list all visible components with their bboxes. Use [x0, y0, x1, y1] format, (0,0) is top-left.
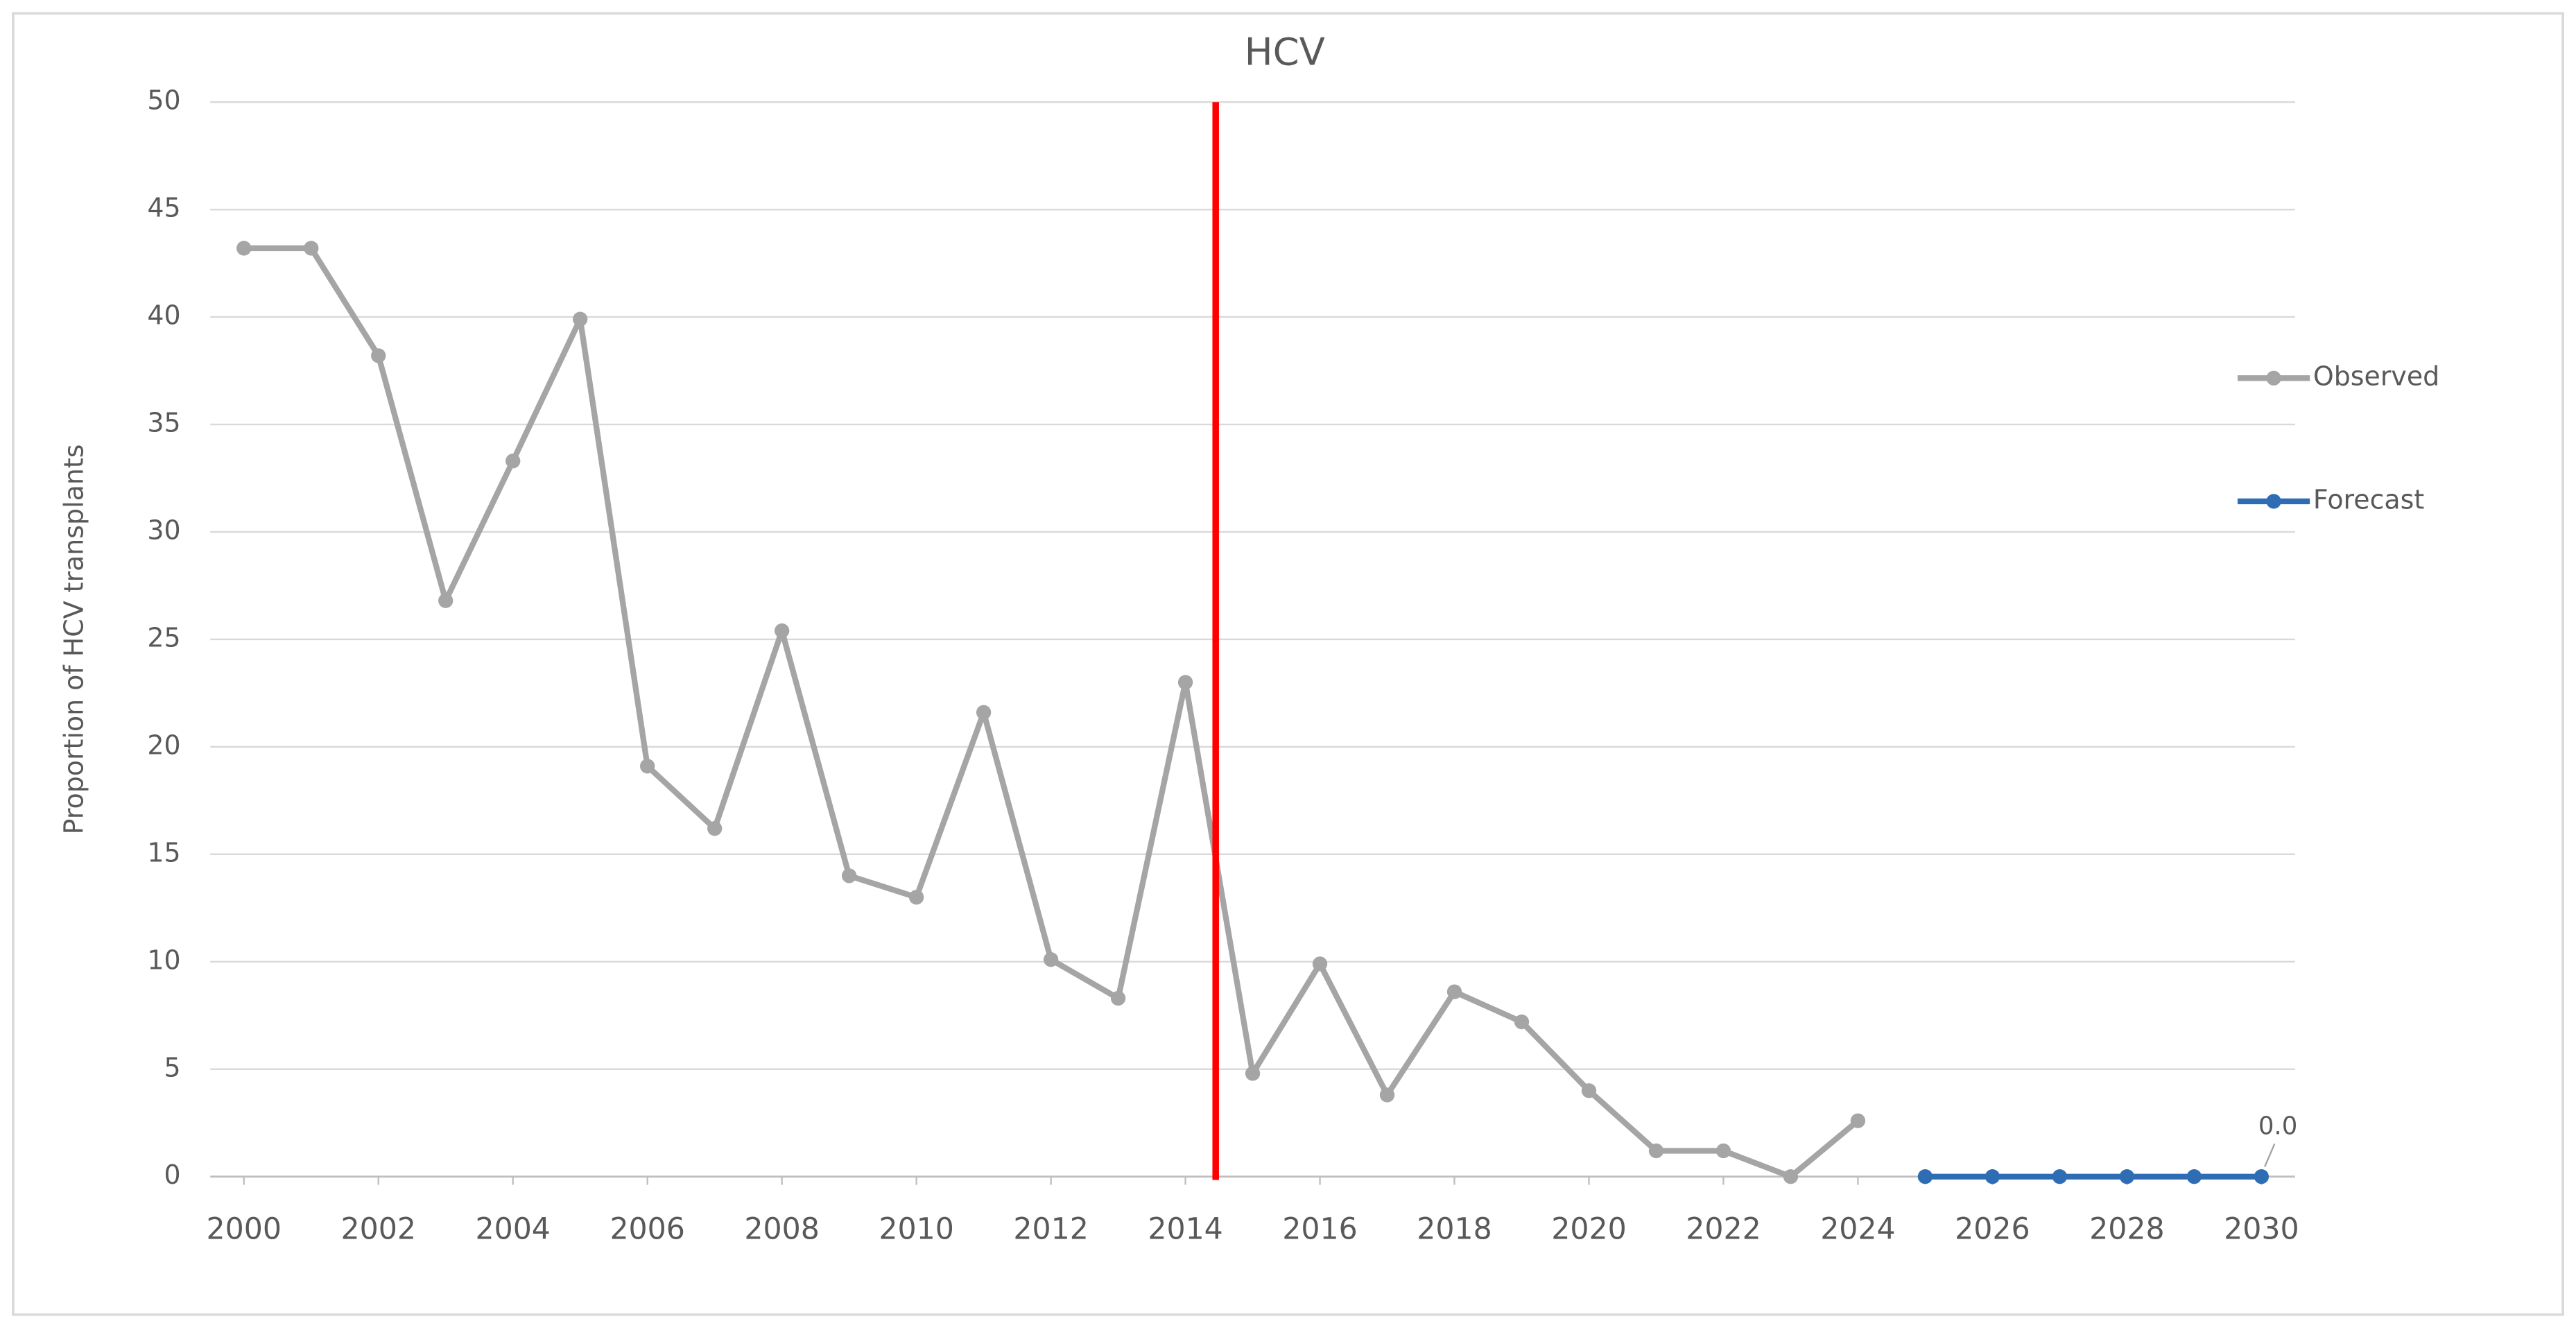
data-point — [1110, 990, 1126, 1006]
data-point — [1379, 1087, 1395, 1103]
data-point — [1581, 1083, 1597, 1098]
x-tick-label: 2006 — [610, 1211, 684, 1246]
data-point — [1917, 1169, 1933, 1184]
data-point — [908, 890, 924, 905]
x-tick-label: 2020 — [1551, 1211, 1626, 1246]
y-tick-label: 0 — [164, 1159, 181, 1190]
data-point — [505, 454, 521, 469]
x-tick-label: 2004 — [475, 1211, 550, 1246]
y-tick-label: 5 — [164, 1052, 181, 1083]
x-tick-label: 2022 — [1686, 1211, 1761, 1246]
data-point — [1245, 1066, 1261, 1081]
data-point — [2254, 1169, 2270, 1184]
data-point — [1043, 952, 1059, 967]
data-point — [2186, 1169, 2202, 1184]
data-point — [438, 593, 453, 608]
x-tick-label: 2008 — [744, 1211, 819, 1246]
x-tick-label: 2018 — [1417, 1211, 1492, 1246]
y-tick-label: 45 — [147, 193, 180, 223]
legend-marker — [2266, 494, 2281, 509]
y-tick-label: 25 — [147, 622, 180, 653]
data-point — [1850, 1113, 1866, 1128]
y-tick-label: 15 — [147, 837, 180, 868]
x-tick-label: 2010 — [879, 1211, 953, 1246]
data-point — [236, 241, 252, 256]
data-point — [573, 311, 588, 327]
y-tick-label: 20 — [147, 730, 180, 760]
legend-marker — [2266, 370, 2281, 386]
y-tick-label: 30 — [147, 515, 180, 546]
data-point — [304, 241, 319, 256]
data-point — [640, 759, 655, 774]
data-point — [707, 821, 723, 836]
data-point — [976, 705, 992, 720]
data-point — [1648, 1143, 1664, 1159]
y-tick-label: 40 — [147, 300, 180, 331]
x-tick-label: 2012 — [1013, 1211, 1088, 1246]
data-label: 0.0 — [2258, 1112, 2297, 1141]
x-tick-label: 2030 — [2224, 1211, 2299, 1246]
y-tick-label: 35 — [147, 408, 180, 438]
data-point — [1715, 1143, 1731, 1159]
data-point — [1446, 984, 1462, 999]
data-point — [371, 348, 386, 363]
legend-label: Forecast — [2313, 484, 2424, 515]
data-point — [1312, 956, 1328, 972]
y-tick-label: 10 — [147, 945, 180, 975]
data-point — [841, 868, 857, 883]
chart-frame — [12, 12, 2564, 1316]
x-tick-label: 2026 — [1955, 1211, 2030, 1246]
legend-label: Observed — [2313, 361, 2439, 392]
data-point — [2052, 1169, 2068, 1184]
data-point — [1177, 675, 1193, 690]
x-tick-label: 2016 — [1282, 1211, 1357, 1246]
data-point — [774, 623, 790, 639]
data-point — [1514, 1014, 1530, 1030]
data-point — [1783, 1169, 1799, 1184]
y-axis-label: Proportion of HCV transplants — [58, 445, 89, 835]
x-tick-label: 2000 — [207, 1211, 282, 1246]
label-leader — [2264, 1143, 2276, 1167]
x-tick-label: 2014 — [1148, 1211, 1222, 1246]
x-tick-label: 2028 — [2089, 1211, 2164, 1246]
y-tick-label: 50 — [147, 85, 180, 116]
x-tick-label: 2024 — [1820, 1211, 1895, 1246]
data-point — [1985, 1169, 2000, 1184]
data-point — [2119, 1169, 2135, 1184]
chart-title: HCV — [1245, 30, 1325, 74]
x-tick-label: 2002 — [340, 1211, 415, 1246]
